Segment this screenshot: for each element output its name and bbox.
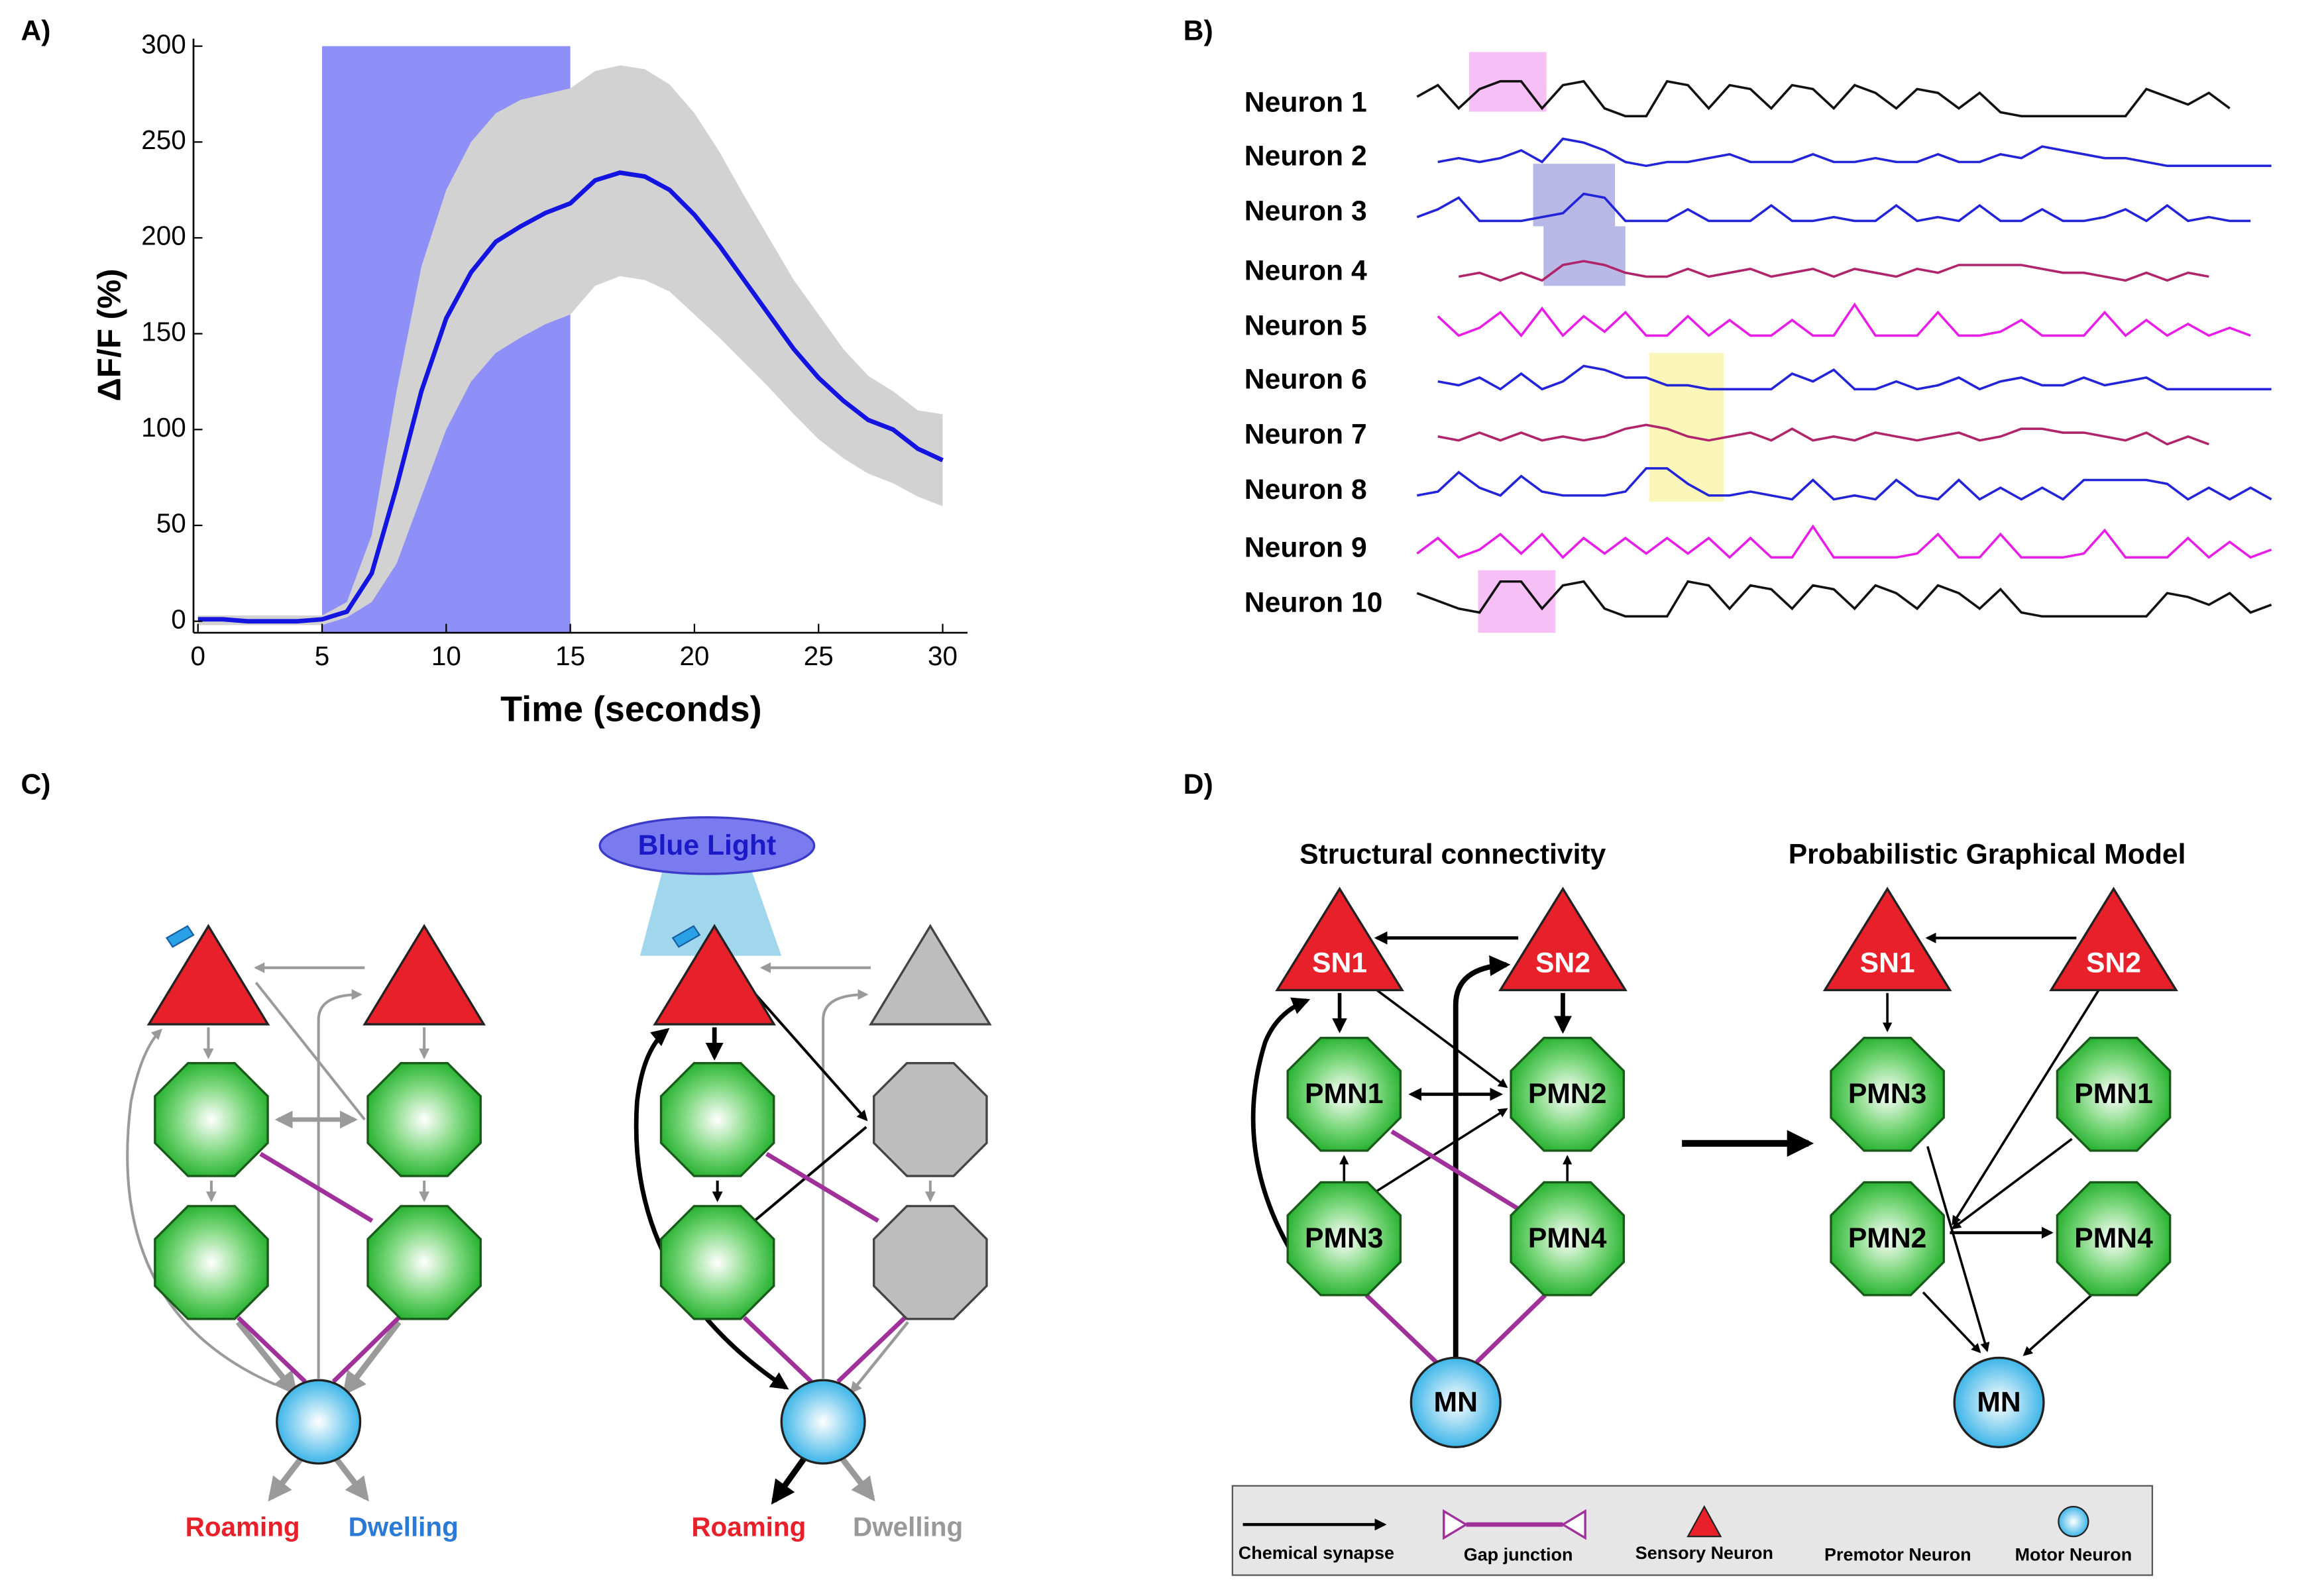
diagram-title: Structural connectivity [1299, 838, 1606, 870]
panel-label: A) [21, 15, 50, 47]
x-tick-label: 10 [431, 641, 461, 671]
y-tick-label: 200 [141, 221, 186, 251]
node-label: PMN1 [2074, 1078, 2153, 1110]
y-tick-label: 300 [141, 28, 186, 59]
x-axis-label: Time (seconds) [500, 689, 761, 729]
neuron-label: Neuron 6 [1244, 364, 1367, 396]
roaming-label: Roaming [186, 1512, 300, 1542]
panel-d-nodes: SN1 SN2 PMN1 PMN2 PMN3 PMN4 MN SN1 SN2 PMN3 PMN1 PM… [1275, 886, 2178, 1448]
node-label: SN2 [1535, 947, 1590, 979]
node-label: PMN4 [1528, 1222, 1607, 1254]
premotor-node [2056, 1181, 2172, 1297]
light-label: Blue Light [638, 829, 777, 861]
premotor-node [1510, 1036, 1626, 1152]
y-tick-label: 50 [156, 508, 186, 539]
neuron-trace [1416, 80, 2231, 118]
y-tick-label: 0 [171, 604, 186, 634]
node-label: SN1 [1860, 947, 1915, 979]
premotor-nodes [154, 1062, 1914, 1536]
legend-label: Motor Neuron [2015, 1544, 2132, 1564]
neuron-label: Neuron 9 [1244, 531, 1367, 563]
sensory-node [1275, 886, 1404, 992]
premotor-node [366, 1204, 482, 1320]
premotor-node [2056, 1036, 2172, 1152]
neuron-label: Neuron 7 [1244, 419, 1367, 451]
panel-a: 0 50 100 150 200 250 300 0 5 10 15 20 25 30 [141, 28, 968, 671]
panel-b: Neuron 1 Neuron 2 Neuron 3 Neuron 4 Neuron 5… [1244, 80, 2272, 619]
panel-label: C) [21, 769, 50, 800]
premotor-node [873, 1204, 988, 1320]
node-label: PMN3 [1848, 1078, 1927, 1110]
motor-node [1953, 1356, 2045, 1448]
neuron-label: Neuron 5 [1244, 310, 1367, 342]
neuron-trace [1416, 192, 2251, 223]
error-band [197, 65, 943, 625]
node-label: PMN2 [1848, 1222, 1927, 1254]
y-axis-label: ΔF/F (%) [91, 269, 128, 401]
neuron-trace [1416, 580, 2272, 618]
premotor-node [1286, 1181, 1402, 1297]
node-label: PMN4 [2074, 1222, 2153, 1254]
node-label: PMN3 [1305, 1222, 1384, 1254]
legend-label: Chemical synapse [1239, 1543, 1394, 1563]
neuron-trace [1437, 302, 2251, 338]
roaming-label: Roaming [691, 1512, 806, 1542]
premotor-node [659, 1062, 775, 1177]
panel-label: B) [1184, 15, 1213, 47]
x-tick-label: 15 [555, 641, 585, 671]
x-tick-label: 5 [315, 641, 329, 671]
premotor-node [1510, 1181, 1626, 1297]
panel-label: D) [1184, 769, 1213, 800]
dwelling-label: Dwelling [349, 1512, 459, 1542]
node-label: MN [1977, 1386, 2020, 1418]
node-label: SN1 [1312, 947, 1367, 979]
premotor-node [1286, 1036, 1402, 1152]
node-label: MN [1434, 1386, 1478, 1418]
neuron-trace [1437, 423, 2209, 446]
neuron-label: Neuron 3 [1244, 195, 1367, 227]
y-tick-label: 150 [141, 316, 186, 346]
premotor-node [659, 1204, 775, 1320]
mean-line [197, 170, 944, 624]
neuron-label: Neuron 1 [1244, 87, 1367, 119]
neuron-trace [1458, 260, 2209, 282]
sensory-node [2049, 886, 2178, 992]
dwelling-label: Dwelling [853, 1512, 963, 1542]
sensory-node [1498, 886, 1628, 992]
premotor-node [1830, 1036, 1945, 1152]
neuron-trace [1416, 524, 2272, 559]
neuron-trace [1417, 467, 2272, 501]
neuron-label: Neuron 4 [1244, 255, 1367, 287]
node-label: PMN2 [1528, 1078, 1607, 1110]
neuron-label: Neuron 8 [1244, 474, 1367, 505]
y-tick-label: 250 [141, 125, 186, 155]
x-tick-label: 30 [928, 641, 958, 671]
panel-c [126, 816, 992, 1505]
panel-d-edges [1250, 931, 2100, 1364]
motor-node [1410, 1356, 1502, 1448]
premotor-node [1830, 1181, 1945, 1297]
trace-highlights [1468, 52, 1724, 633]
legend-label: Sensory Neuron [1635, 1543, 1773, 1563]
premotor-node [366, 1062, 482, 1177]
neuron-label: Neuron 2 [1244, 140, 1367, 172]
diagram-title: Probabilistic Graphical Model [1789, 838, 2186, 870]
premotor-node [873, 1062, 988, 1177]
sensory-node [1822, 886, 1952, 992]
x-tick-label: 0 [190, 641, 205, 671]
legend-label: Gap junction [1464, 1544, 1573, 1564]
neuron-trace [1437, 364, 2272, 391]
legend-label: Premotor Neuron [1824, 1544, 1971, 1564]
neuron-label: Neuron 10 [1244, 587, 1383, 619]
neuron-trace [1437, 137, 2272, 168]
legend [1231, 1485, 2154, 1576]
y-tick-label: 100 [141, 412, 186, 443]
node-label: PMN1 [1305, 1078, 1384, 1110]
x-tick-label: 20 [679, 641, 709, 671]
x-tick-label: 25 [804, 641, 834, 671]
node-label: SN2 [2086, 947, 2141, 979]
premotor-node [154, 1062, 269, 1177]
premotor-node [154, 1204, 269, 1320]
